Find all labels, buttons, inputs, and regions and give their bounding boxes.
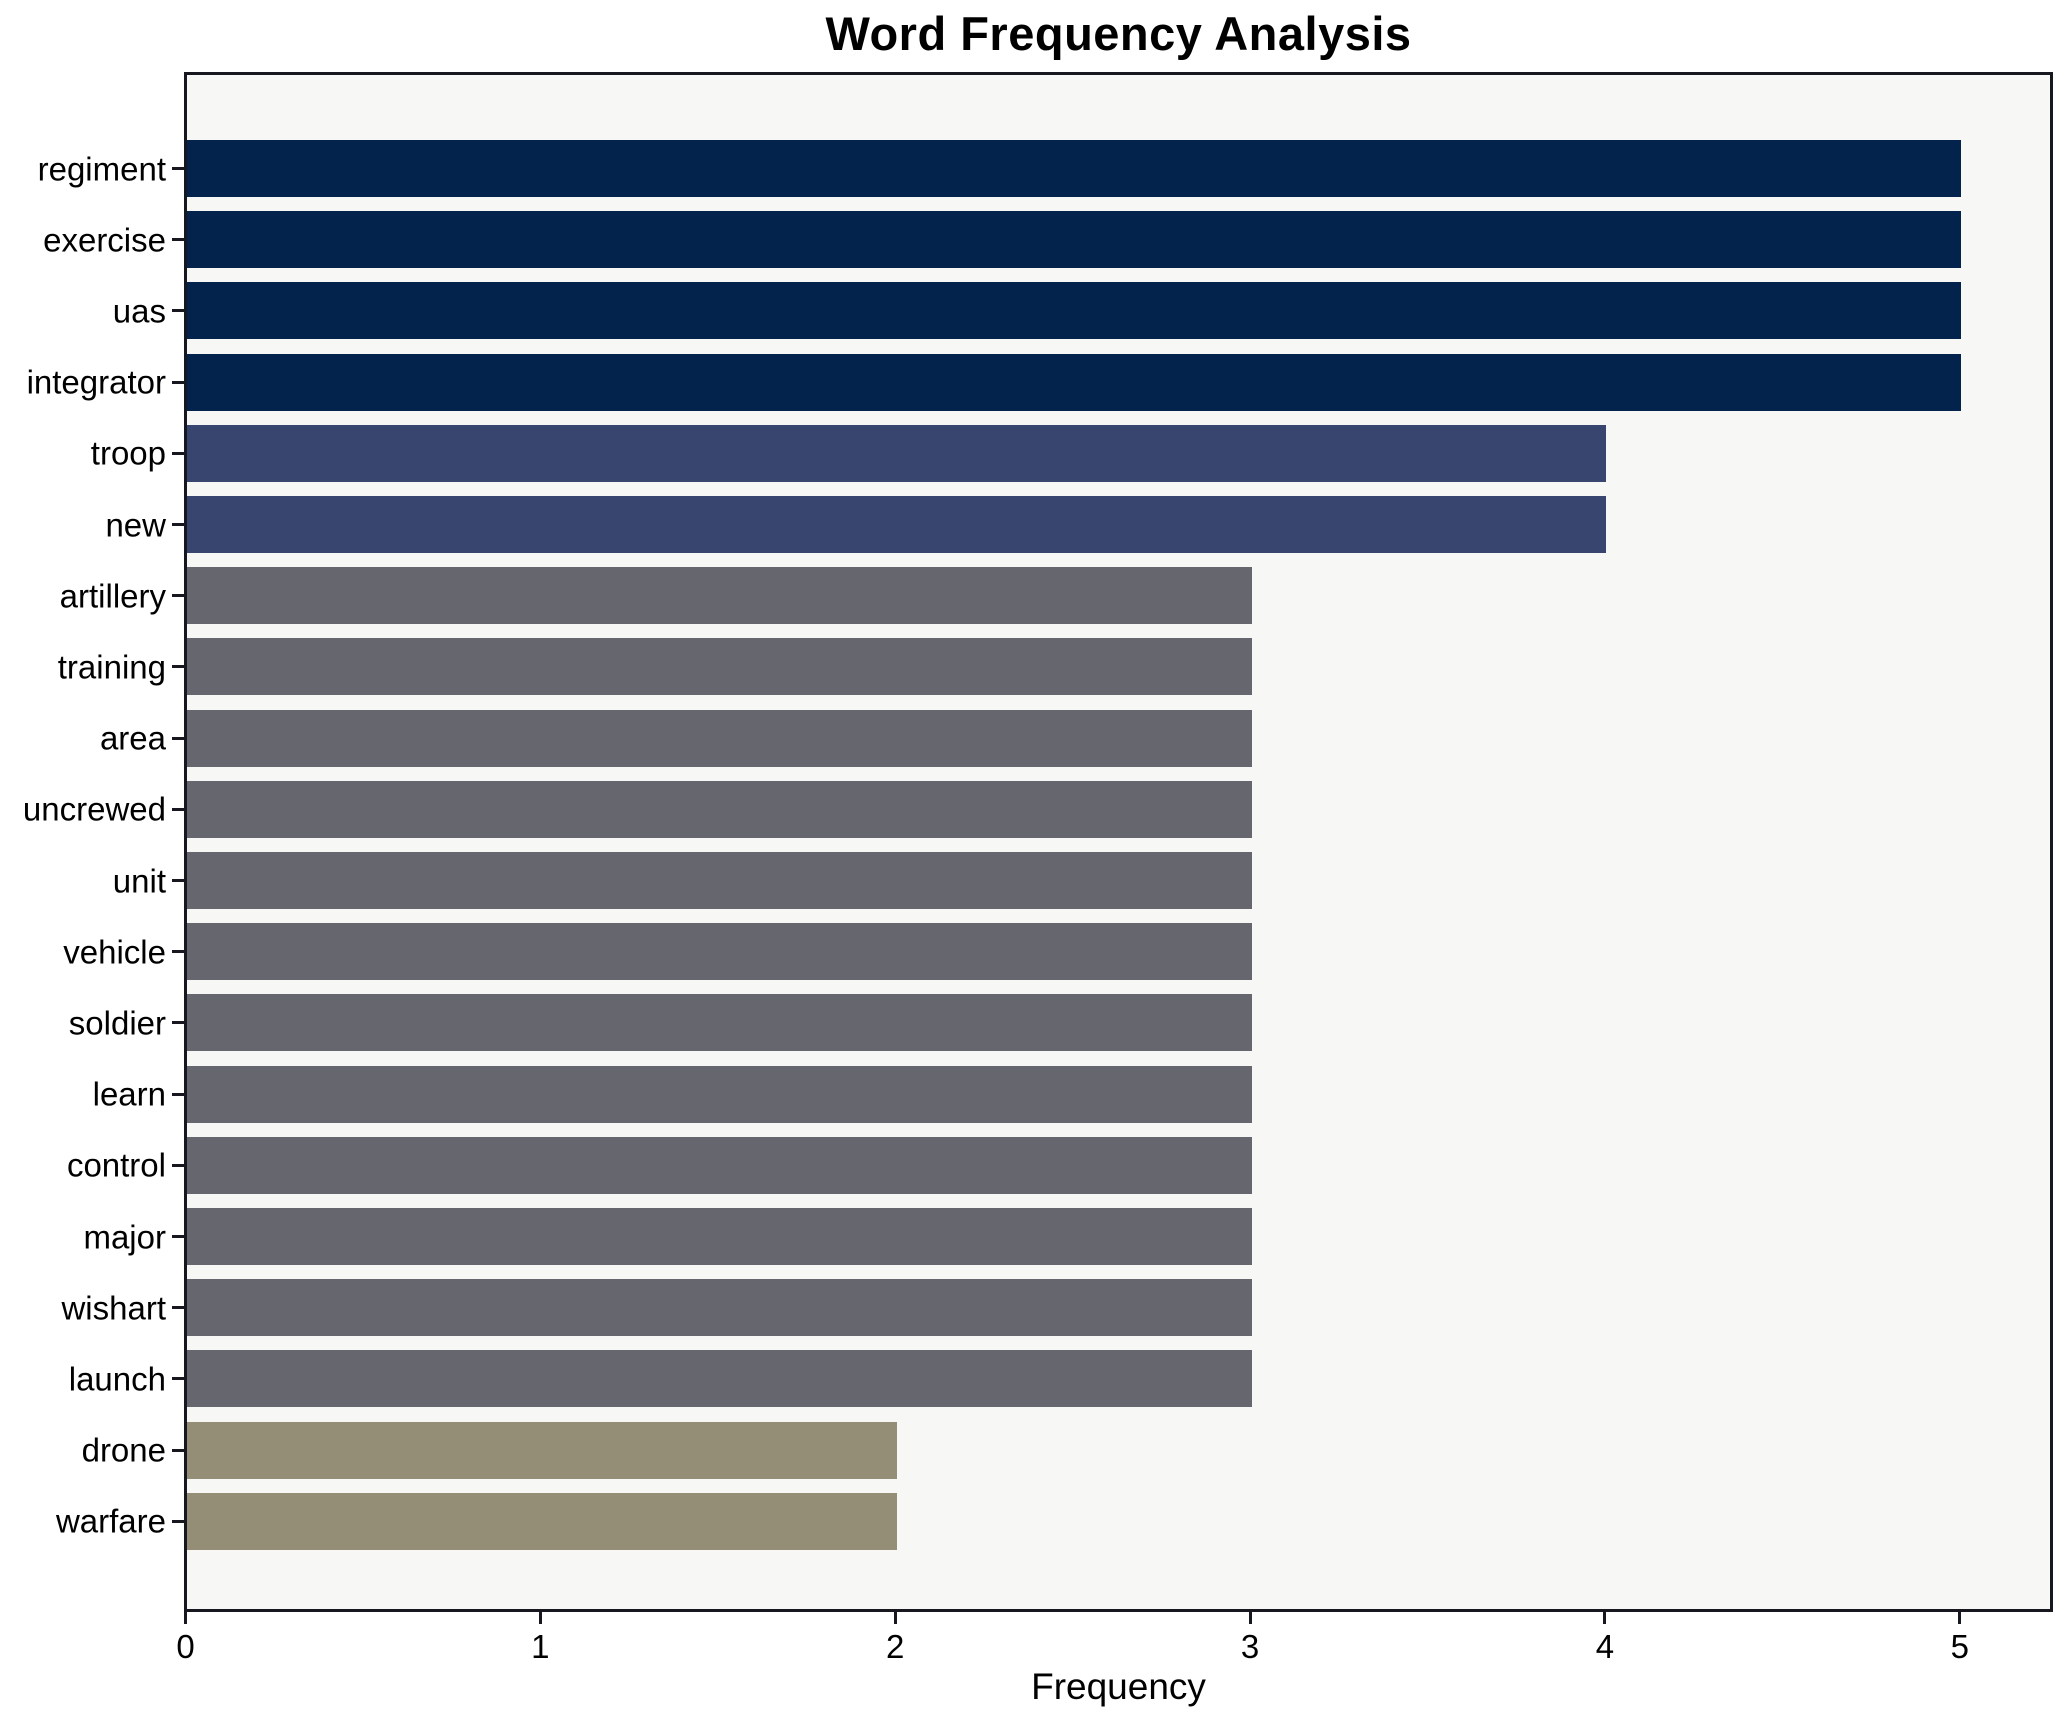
y-tick-label: exercise [43, 221, 166, 259]
y-tick-mark [172, 1519, 184, 1523]
y-tick-mark [172, 950, 184, 954]
y-tick-label: warfare [55, 1502, 166, 1540]
y-tick-mark [172, 1163, 184, 1167]
y-tick-mark [172, 238, 184, 242]
y-tick-label: training [57, 648, 166, 686]
y-tick-mark [172, 1377, 184, 1381]
y-tick-label: troop [90, 434, 166, 472]
y-tick-label: area [99, 719, 166, 757]
y-tick-mark [172, 309, 184, 313]
y-tick-mark [172, 736, 184, 740]
bar-wishart [187, 1279, 1252, 1337]
bar-drone [187, 1421, 897, 1479]
y-tick-label: learn [92, 1075, 166, 1113]
x-tick-mark [184, 1612, 187, 1624]
y-tick-mark [172, 523, 184, 526]
x-tick-label: 2 [886, 1628, 905, 1665]
x-tick-label: 5 [1950, 1628, 1969, 1665]
bar-new [187, 496, 1607, 553]
bar-regiment [187, 140, 1962, 197]
x-axis-label: Frequency [1031, 1666, 1206, 1707]
y-tick-mark [172, 1092, 184, 1096]
y-tick-mark [172, 1021, 184, 1025]
y-tick-label: control [66, 1146, 166, 1184]
x-tick-label: 0 [176, 1628, 195, 1665]
y-tick-label: uas [112, 292, 166, 330]
y-tick-mark [172, 380, 184, 384]
bar-area [187, 709, 1252, 767]
bar-warfare [187, 1492, 897, 1550]
bar-soldier [187, 994, 1252, 1052]
bar-control [187, 1136, 1252, 1194]
y-tick-label: vehicle [63, 933, 166, 971]
y-tick-mark [172, 594, 184, 598]
y-tick-mark [172, 1448, 184, 1452]
x-tick-label: 3 [1240, 1628, 1260, 1665]
y-tick-label: major [83, 1218, 166, 1255]
y-tick-label: new [105, 506, 166, 543]
plot-area [184, 72, 2053, 1612]
y-tick-label: drone [81, 1431, 166, 1469]
chart-title: Word Frequency Analysis [825, 7, 1412, 60]
y-tick-label: soldier [68, 1004, 166, 1042]
x-tick-mark [1248, 1612, 1252, 1624]
y-tick-mark [172, 451, 184, 455]
y-tick-label: regiment [37, 150, 166, 187]
x-tick-mark [538, 1612, 542, 1624]
y-tick-label: artillery [59, 577, 166, 615]
y-tick-mark [172, 1235, 184, 1238]
bar-launch [187, 1350, 1252, 1408]
bar-vehicle [187, 923, 1252, 981]
y-tick-label: integrator [26, 363, 166, 401]
bar-troop [187, 424, 1607, 482]
bar-unit [187, 852, 1252, 909]
y-tick-mark [172, 879, 184, 882]
x-tick-label: 4 [1595, 1628, 1615, 1665]
y-tick-label: unit [112, 862, 166, 899]
bar-major [187, 1208, 1252, 1265]
x-tick-mark [893, 1612, 897, 1624]
y-tick-mark [172, 167, 184, 170]
x-tick-mark [1958, 1612, 1962, 1624]
y-tick-label: launch [68, 1360, 166, 1398]
bar-exercise [187, 211, 1962, 269]
bar-training [187, 638, 1252, 696]
bar-uncrewed [187, 780, 1252, 838]
y-tick-label: uncrewed [22, 790, 166, 828]
bar-integrator [187, 353, 1962, 411]
bar-uas [187, 282, 1962, 340]
bar-artillery [187, 567, 1252, 625]
bar-learn [187, 1065, 1252, 1123]
y-tick-mark [172, 807, 184, 811]
x-tick-label: 1 [531, 1628, 550, 1665]
y-tick-label: wishart [61, 1289, 166, 1327]
x-tick-mark [1603, 1612, 1607, 1624]
y-tick-mark [172, 1306, 184, 1310]
y-tick-mark [172, 665, 184, 669]
